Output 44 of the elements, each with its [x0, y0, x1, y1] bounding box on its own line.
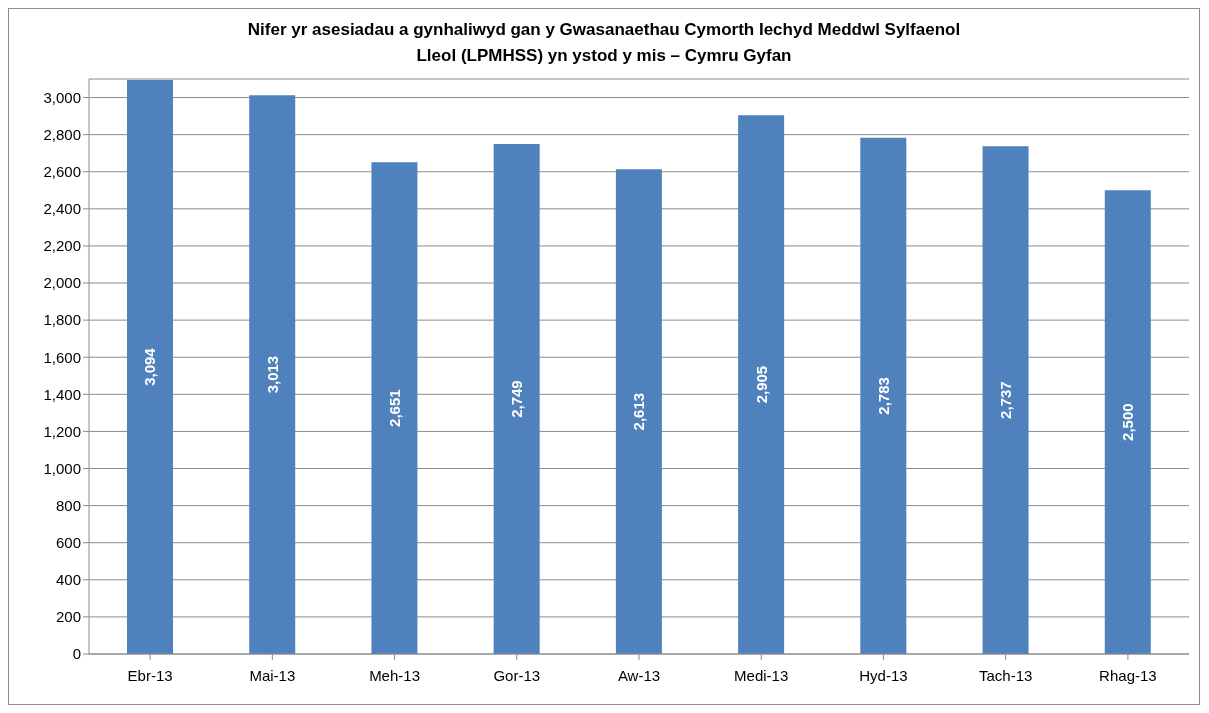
- bar: [860, 137, 907, 654]
- y-tick-label: 2,600: [43, 163, 81, 181]
- y-tick-label: 1,800: [43, 311, 81, 329]
- data-label: 2,905: [752, 365, 770, 404]
- y-tick-label: 1,600: [43, 348, 81, 366]
- bar: [738, 115, 785, 654]
- x-tick-label: Rhag-13: [1099, 666, 1157, 684]
- x-tick-label: Ebr-13: [127, 666, 173, 684]
- y-tick-label: 2,200: [43, 237, 81, 255]
- x-tick-label: Tach-13: [978, 666, 1033, 684]
- bar: [371, 162, 418, 654]
- y-tick-label: 1,200: [43, 422, 81, 440]
- bar: [493, 144, 540, 654]
- x-tick-label: Gor-13: [493, 666, 541, 684]
- bar: [249, 95, 296, 654]
- bar: [615, 169, 662, 654]
- data-label: 3,094: [141, 347, 159, 386]
- y-tick-label: 0: [72, 645, 81, 663]
- y-tick-label: 600: [55, 534, 81, 552]
- data-label: 2,613: [630, 392, 648, 431]
- bar: [982, 146, 1029, 654]
- y-tick-label: 400: [55, 571, 81, 589]
- y-tick-label: 800: [55, 496, 81, 514]
- bar: [127, 80, 173, 654]
- data-label: 3,013: [263, 355, 281, 394]
- data-label: 2,783: [874, 377, 892, 415]
- x-tick-label: Meh-13: [369, 666, 420, 684]
- bar: [1104, 190, 1151, 654]
- y-tick-label: 200: [55, 608, 81, 626]
- chart-title: Nifer yr asesiadau a gynhaliwyd gan y Gwasanaethau Cymorth Iechyd Meddwl Sylfaenol Lleol (LPMHSS) yn ystod y mis – Cymru Gyfan: [246, 19, 962, 67]
- y-tick-label: 1,000: [43, 459, 81, 477]
- y-tick-label: 3,000: [43, 88, 81, 106]
- y-tick-label: 2,800: [43, 125, 81, 143]
- data-label: 2,500: [1119, 403, 1137, 441]
- data-label: 2,749: [508, 380, 526, 418]
- data-label: 2,651: [385, 389, 403, 427]
- y-tick-label: 2,400: [43, 200, 81, 218]
- x-tick-label: Hyd-13: [859, 666, 908, 684]
- x-tick-label: Aw-13: [617, 666, 661, 684]
- x-tick-label: Medi-13: [734, 666, 789, 684]
- x-tick-label: Mai-13: [249, 666, 296, 684]
- y-tick-label: 2,000: [43, 274, 81, 292]
- data-label: 2,737: [997, 381, 1015, 419]
- y-tick-label: 1,400: [43, 385, 81, 403]
